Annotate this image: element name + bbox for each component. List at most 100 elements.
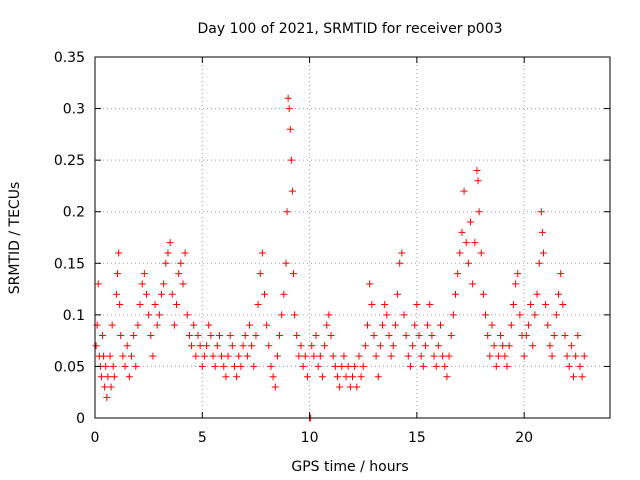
- data-point: [192, 352, 200, 360]
- data-point: [181, 249, 189, 257]
- data-point: [544, 321, 552, 329]
- data-point: [198, 362, 206, 370]
- data-point: [482, 311, 490, 319]
- data-point: [166, 239, 174, 247]
- data-point: [147, 331, 155, 339]
- data-point: [355, 352, 363, 360]
- data-point: [203, 342, 211, 350]
- data-point: [439, 352, 447, 360]
- data-point: [349, 373, 356, 381]
- y-tick-label: 0.15: [54, 256, 85, 272]
- data-point: [188, 342, 196, 350]
- data-point: [252, 331, 260, 339]
- data-point: [445, 352, 453, 360]
- y-tick-label: 0.3: [63, 102, 85, 118]
- data-point: [426, 301, 434, 309]
- ticks-layer: 0 0.05 0.1 0.15 0.2 0.25 0.3 0.35 0 5 10 15 20: [54, 50, 610, 446]
- data-point: [449, 311, 457, 319]
- data-point: [436, 321, 444, 329]
- data-point: [447, 331, 455, 339]
- data-point: [287, 156, 295, 164]
- data-point: [303, 373, 311, 381]
- data-point: [138, 280, 146, 288]
- data-point: [471, 239, 479, 247]
- data-point: [494, 352, 502, 360]
- data-point: [424, 321, 432, 329]
- chart-title: Day 100 of 2021, SRMTID for receiver p00…: [197, 21, 502, 37]
- data-point: [145, 311, 153, 319]
- data-point: [546, 342, 554, 350]
- data-point: [413, 301, 421, 309]
- data-point: [115, 249, 123, 257]
- data-point: [107, 383, 115, 391]
- data-point: [379, 321, 387, 329]
- data-point: [222, 373, 230, 381]
- data-point: [316, 352, 324, 360]
- data-point: [183, 311, 191, 319]
- data-point: [271, 383, 279, 391]
- data-point: [250, 362, 258, 370]
- data-point: [387, 352, 395, 360]
- x-tick-label: 10: [301, 430, 319, 446]
- data-point: [200, 352, 208, 360]
- x-tick-label: 0: [91, 430, 100, 446]
- data-point: [295, 352, 303, 360]
- data-point: [312, 331, 320, 339]
- data-point: [291, 311, 299, 319]
- data-point: [297, 342, 305, 350]
- data-point: [263, 321, 271, 329]
- data-point: [162, 259, 170, 267]
- data-point: [99, 331, 107, 339]
- data-point: [473, 166, 481, 174]
- data-point: [158, 290, 166, 298]
- data-point: [394, 290, 402, 298]
- data-point: [103, 393, 111, 401]
- data-point: [143, 290, 150, 298]
- data-point: [572, 352, 580, 360]
- y-tick-label: 0.1: [63, 308, 85, 324]
- data-point: [417, 352, 425, 360]
- data-point: [574, 331, 582, 339]
- data-point: [409, 342, 417, 350]
- data-point: [248, 342, 256, 350]
- data-point: [570, 373, 578, 381]
- data-point: [185, 331, 193, 339]
- data-point: [561, 331, 569, 339]
- data-point: [273, 352, 281, 360]
- data-point: [509, 301, 517, 309]
- data-point: [503, 362, 511, 370]
- data-point: [555, 290, 562, 298]
- data-point: [512, 280, 520, 288]
- data-point: [289, 270, 297, 278]
- data-point: [134, 321, 142, 329]
- data-point: [310, 352, 318, 360]
- data-point: [207, 331, 215, 339]
- data-point: [552, 311, 560, 319]
- data-point: [301, 352, 309, 360]
- data-point: [383, 311, 391, 319]
- data-point: [419, 362, 427, 370]
- data-point: [173, 301, 181, 309]
- data-point: [501, 352, 509, 360]
- data-point: [490, 342, 498, 350]
- grid-layer: [95, 57, 610, 418]
- data-point: [357, 373, 365, 381]
- data-point: [542, 301, 550, 309]
- data-point: [179, 280, 187, 288]
- data-point: [92, 342, 100, 350]
- data-point: [325, 311, 333, 319]
- data-point: [220, 362, 228, 370]
- data-point: [237, 362, 245, 370]
- data-point: [160, 280, 168, 288]
- data-point: [441, 362, 449, 370]
- data-point: [286, 125, 294, 133]
- data-point: [110, 373, 118, 381]
- data-point: [359, 362, 367, 370]
- data-point: [527, 301, 535, 309]
- data-point: [254, 301, 262, 309]
- data-point: [117, 331, 125, 339]
- data-point: [215, 331, 223, 339]
- data-point: [479, 290, 487, 298]
- data-point: [497, 331, 505, 339]
- y-tick-label: 0.2: [63, 205, 85, 221]
